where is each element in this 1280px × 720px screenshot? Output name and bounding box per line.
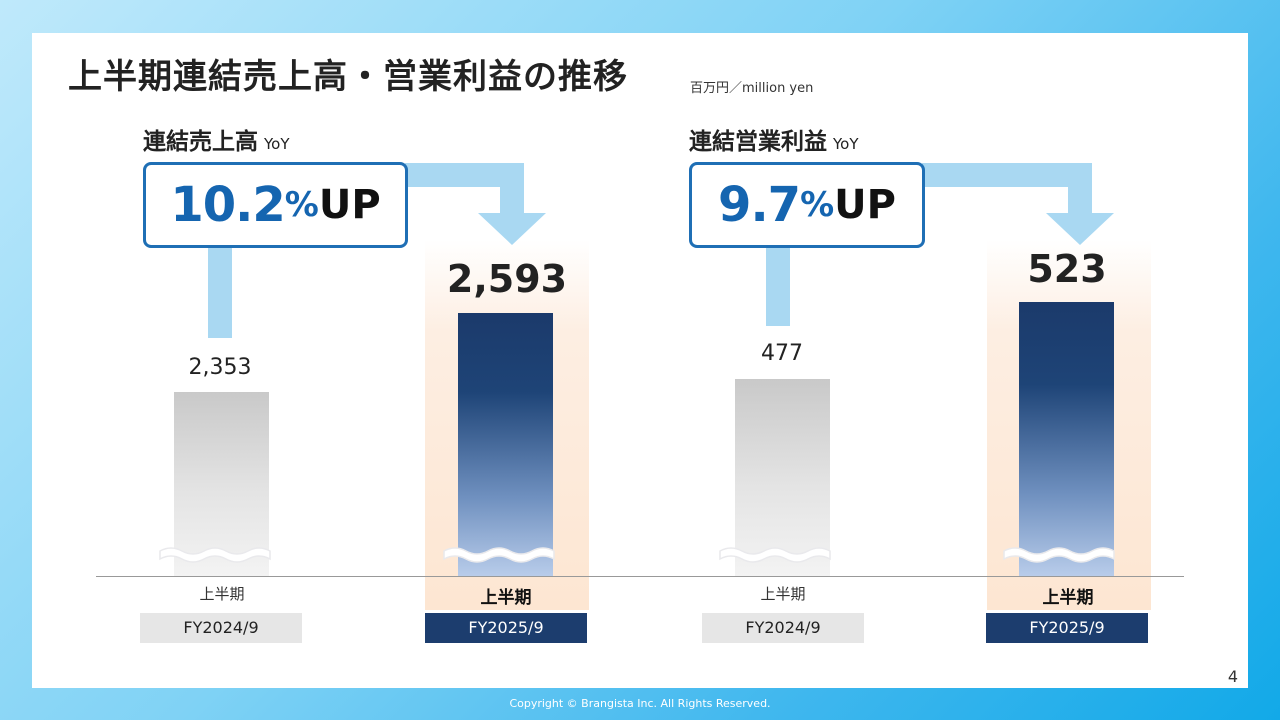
profit-current-break-icon	[1003, 547, 1115, 563]
profit-arrow-stem	[766, 248, 790, 326]
slide-card: 上半期連結売上高・営業利益の推移 百万円／million yen 連結売上高 Yo…	[32, 33, 1248, 688]
sales-growth-box: 10.2% UP	[143, 162, 408, 248]
profit-growth-number: 9.7	[718, 177, 801, 233]
sales-current-bar	[458, 313, 553, 576]
profit-growth-pct: %	[800, 185, 835, 225]
sales-previous-fy: FY2024/9	[140, 613, 302, 643]
sales-arrow-head-icon	[478, 213, 546, 245]
profit-arrow-head-icon	[1046, 213, 1114, 245]
unit-label: 百万円／million yen	[690, 81, 814, 96]
sales-label-text: 連結売上高	[143, 129, 258, 155]
axis-break-marks	[159, 213, 1115, 563]
sales-growth-up: UP	[318, 182, 381, 228]
profit-previous-fy: FY2024/9	[702, 613, 864, 643]
baseline	[96, 576, 1184, 577]
page-title: 上半期連結売上高・営業利益の推移	[68, 57, 628, 97]
profit-yoy-label: YoY	[833, 135, 859, 153]
sales-previous-bar	[174, 392, 269, 576]
sales-previous-period: 上半期	[199, 585, 245, 603]
copyright: Copyright © Brangista Inc. All Rights Re…	[509, 697, 771, 710]
profit-current-fy: FY2025/9	[986, 613, 1148, 643]
profit-previous-period: 上半期	[760, 585, 806, 603]
sales-current-period: 上半期	[480, 588, 532, 608]
profit-current-value: 523	[1027, 247, 1107, 291]
profit-arrow-horizontal	[922, 163, 1092, 187]
sales-current-break-icon	[443, 547, 555, 563]
profit-growth-box: 9.7% UP	[689, 162, 925, 248]
profit-label: 連結営業利益 YoY	[689, 127, 859, 159]
sales-growth-number: 10.2	[170, 177, 285, 233]
sales-previous-break-icon	[159, 547, 271, 563]
profit-current-bar	[1019, 302, 1114, 576]
profit-label-text: 連結営業利益	[689, 129, 827, 155]
profit-previous-value: 477	[761, 341, 803, 366]
profit-previous-bar	[735, 379, 830, 576]
sales-yoy-label: YoY	[264, 135, 290, 153]
sales-label: 連結売上高 YoY	[143, 127, 290, 159]
sales-arrow-stem	[208, 248, 232, 338]
sales-arrow-drop	[500, 163, 524, 215]
sales-previous-value: 2,353	[188, 355, 252, 380]
profit-current-period: 上半期	[1042, 588, 1094, 608]
sales-growth-pct: %	[284, 185, 319, 225]
profit-arrow-drop	[1068, 163, 1092, 215]
page-number: 4	[1227, 667, 1238, 686]
sales-current-fy: FY2025/9	[425, 613, 587, 643]
profit-previous-break-icon	[719, 547, 831, 563]
profit-growth-up: UP	[834, 182, 896, 228]
sales-current-value: 2,593	[446, 257, 568, 301]
